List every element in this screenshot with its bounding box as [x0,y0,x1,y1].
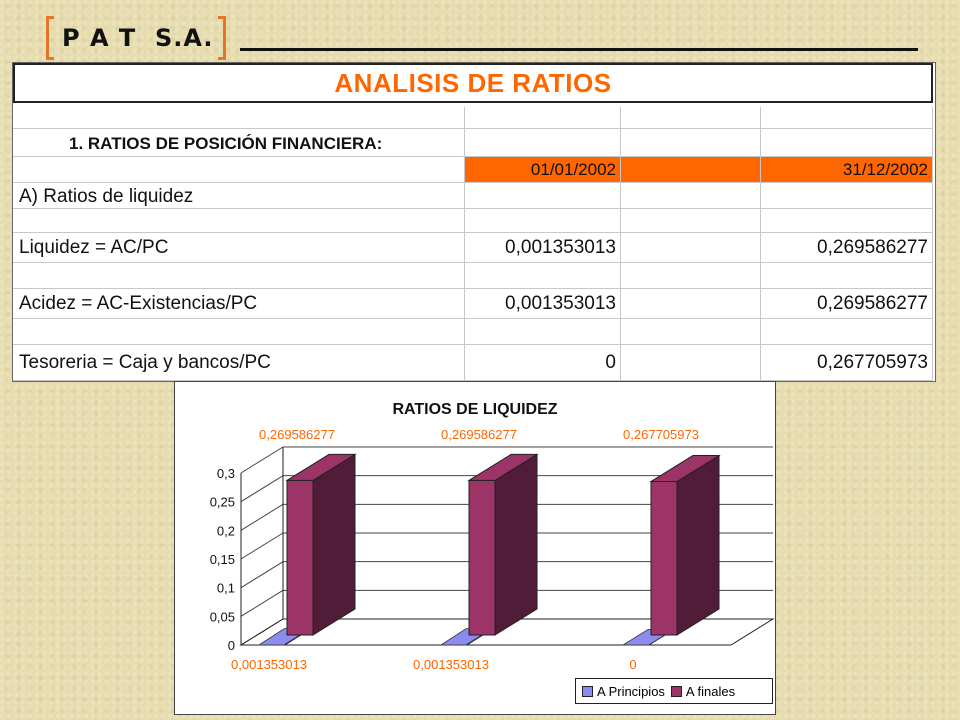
grid-diagonal [240,561,284,589]
liquidity-chart[interactable]: RATIOS DE LIQUIDEZ 0 0,05 0,1 0,15 0,2 0,25 0,3… [174,381,776,715]
ratio-end-liquidez[interactable]: 0,269586277 [761,233,933,263]
grid-diagonal [240,446,284,474]
cell-empty[interactable] [621,233,761,263]
legend-swatch-finales [670,685,682,697]
data-label-finales: 0,269586277 [441,427,517,442]
ratio-label-acidez[interactable]: Acidez = AC-Existencias/PC [13,289,465,319]
grid-diagonal [240,475,284,503]
legend-swatch-principios [582,685,593,697]
chart-title: RATIOS DE LIQUIDEZ [392,401,557,418]
legend-item-principios: A Principios [582,684,665,699]
y-tick-label: 0,2 [217,523,235,538]
grid-diagonal [240,503,284,531]
ratio-end-tesoreria[interactable]: 0,267705973 [761,345,933,381]
bar-finales-top [467,453,539,481]
data-label-principios: 0 [629,657,636,672]
cell-empty[interactable] [621,289,761,319]
data-label-finales: 0,269586277 [259,427,335,442]
date-end-cell[interactable]: 31/12/2002 [761,157,933,183]
cell-empty[interactable] [761,183,933,209]
cell-empty[interactable] [465,107,621,129]
bar-finales [286,479,314,636]
logo-text: P A T S.A. [62,24,214,52]
logo-left-bracket [46,16,54,60]
cell-empty[interactable] [13,263,465,289]
cell-empty[interactable] [621,319,761,345]
bar-finales-side [494,453,538,636]
date-start-cell[interactable]: 01/01/2002 [465,157,621,183]
legend-label-principios: A Principios [597,683,665,699]
cell-empty[interactable] [621,263,761,289]
cell-empty[interactable] [13,107,465,129]
cell-empty[interactable] [465,129,621,157]
y-tick-label: 0,3 [217,466,235,481]
y-tick-label: 0,1 [217,581,235,596]
ratio-label-liquidez[interactable]: Liquidez = AC/PC [13,233,465,263]
chart-legend[interactable]: A Principios A finales [575,678,773,704]
grid-diagonal [240,589,284,617]
cell-empty[interactable] [13,209,465,233]
section-title-cell[interactable]: 1. RATIOS DE POSICIÓN FINANCIERA: [13,129,465,157]
floor [239,618,775,646]
cell-empty[interactable] [761,209,933,233]
bar-finales-side [676,454,720,636]
sheet-title: ANALISIS DE RATIOS [334,67,612,98]
y-tick-label: 0,25 [210,495,235,510]
grid-diagonal [240,532,284,560]
sheet-title-cell[interactable]: ANALISIS DE RATIOS [13,63,933,103]
bar-finales-side [312,453,356,636]
bar-finales-top [285,453,357,481]
y-tick-label: 0,05 [210,609,235,624]
cell-empty[interactable] [621,129,761,157]
company-logo: P A T S.A. [46,14,246,60]
cell-empty[interactable] [13,319,465,345]
data-label-finales: 0,267705973 [623,427,699,442]
chart-canvas: RATIOS DE LIQUIDEZ 0 0,05 0,1 0,15 0,2 0,25 0,3… [210,401,775,672]
cell-empty[interactable] [621,209,761,233]
y-tick-label: 0,15 [210,552,235,567]
cell-empty[interactable] [465,183,621,209]
bar-finales-top [649,455,721,483]
header-rule [240,48,918,51]
group-label-cell[interactable]: A) Ratios de liquidez [13,183,465,209]
logo-right-bracket [218,16,226,60]
cell-empty[interactable] [465,319,621,345]
cell-empty[interactable] [761,129,933,157]
cell-empty[interactable] [761,319,933,345]
cell-empty[interactable] [621,345,761,381]
cell-empty[interactable] [621,183,761,209]
cell-empty[interactable] [761,107,933,129]
spreadsheet: ANALISIS DE RATIOS 1. RATIOS DE POSICIÓN… [12,62,936,382]
ratio-start-acidez[interactable]: 0,001353013 [465,289,621,319]
cell-empty[interactable] [465,263,621,289]
legend-label-finales: A finales [685,683,736,699]
y-tick-label: 0 [228,638,235,653]
ratio-start-liquidez[interactable]: 0,001353013 [465,233,621,263]
ratio-label-tesoreria[interactable]: Tesoreria = Caja y bancos/PC [13,345,465,381]
bar-finales [650,481,678,636]
header-fill-cell[interactable] [621,157,761,183]
data-label-principios: 0,001353013 [413,657,489,672]
cell-empty[interactable] [621,107,761,129]
bar-finales [468,479,496,636]
cell-empty[interactable] [13,157,465,183]
legend-item-finales: A finales [670,683,736,699]
ratio-start-tesoreria[interactable]: 0 [465,345,621,381]
ratio-end-acidez[interactable]: 0,269586277 [761,289,933,319]
cell-empty[interactable] [761,263,933,289]
data-label-principios: 0,001353013 [231,657,307,672]
cell-empty[interactable] [465,209,621,233]
